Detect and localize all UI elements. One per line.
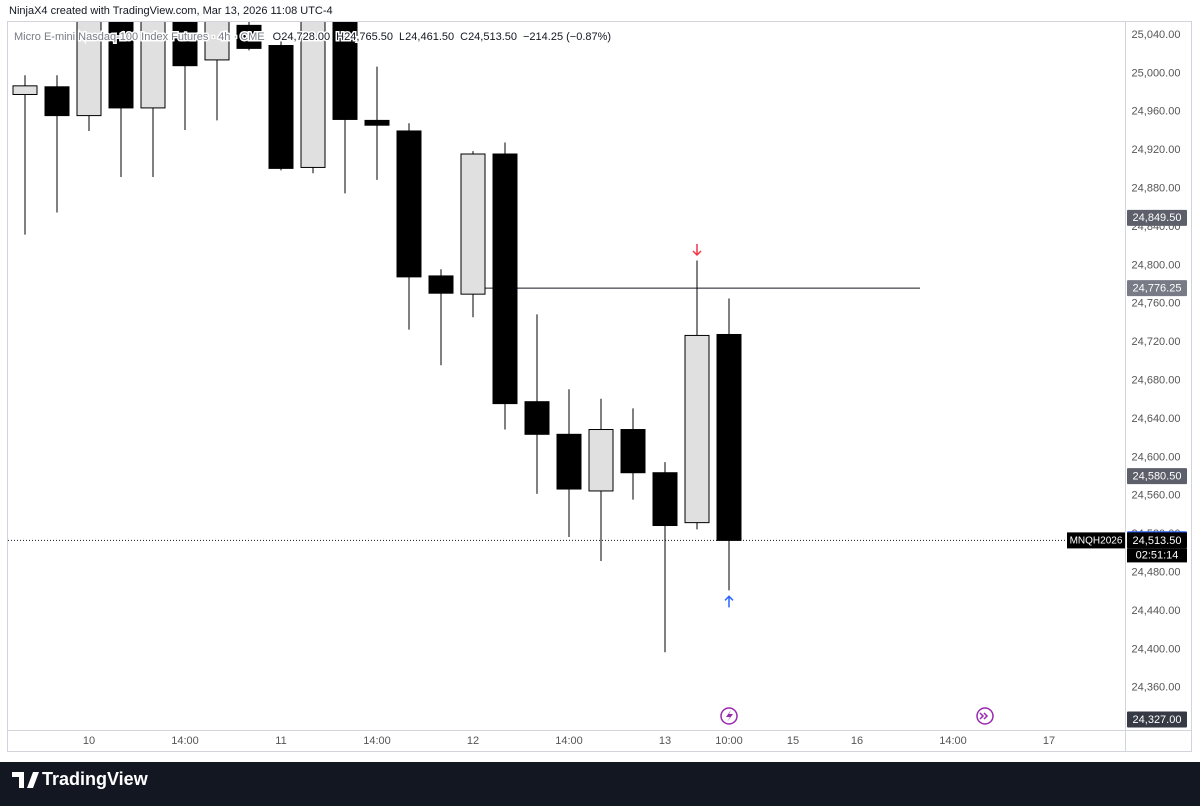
event-icon[interactable] xyxy=(720,707,738,725)
x-tick-label: 16 xyxy=(851,735,863,747)
price-label: 24,849.50 xyxy=(1133,212,1182,224)
candle-body xyxy=(652,472,678,527)
legend-value: 24,765.50 xyxy=(344,31,393,43)
legend: Micro E-mini Nasdaq-100 Index Futures · … xyxy=(14,31,611,43)
y-tick-label: 24,760.00 xyxy=(1132,298,1181,310)
candle-body xyxy=(524,401,550,435)
candle-body xyxy=(76,22,102,117)
x-tick-label: 14:00 xyxy=(939,735,967,747)
candle-body xyxy=(236,24,262,49)
candle-body xyxy=(684,334,710,524)
price-label-box xyxy=(1127,532,1187,549)
x-tick-label: 12 xyxy=(467,735,479,747)
symbol-label-box xyxy=(1067,532,1125,549)
x-tick-label: 10:00 xyxy=(715,735,743,747)
y-tick-label: 24,800.00 xyxy=(1132,259,1181,271)
overlay: 25,040.00 25,000.00 24,960.00 24,920.00 24,8… xyxy=(13,29,1187,747)
candle-body xyxy=(332,22,358,120)
scroll-icon-arrows xyxy=(979,712,989,720)
legend-key: L xyxy=(399,31,405,43)
candle-body xyxy=(492,153,518,405)
price-label-box xyxy=(1127,711,1187,728)
legend-value: 24,728.00 xyxy=(281,31,330,43)
y-tick-label: 24,400.00 xyxy=(1132,643,1181,655)
x-tick-label: 14:00 xyxy=(555,735,583,747)
price-label: 24,776.25 xyxy=(1133,283,1182,295)
candle-body xyxy=(108,22,134,109)
candle-body xyxy=(428,275,454,294)
price-label: 24,327.00 xyxy=(1133,714,1182,726)
y-tick-label: 24,880.00 xyxy=(1132,182,1181,194)
candle-body xyxy=(44,86,70,117)
y-tick-label: 24,440.00 xyxy=(1132,605,1181,617)
signal-arrow xyxy=(724,595,734,608)
y-tick-label: 24,480.00 xyxy=(1132,566,1181,578)
legend-key: C xyxy=(460,31,468,43)
footer-logo: TradingView xyxy=(42,769,149,789)
y-tick-label: 24,640.00 xyxy=(1132,413,1181,425)
signal-arrow xyxy=(692,244,702,257)
x-tick-label: 17 xyxy=(1043,735,1055,747)
y-tick-label: 25,040.00 xyxy=(1132,29,1181,41)
y-tick-label: 24,920.00 xyxy=(1132,144,1181,156)
y-tick-label: 24,960.00 xyxy=(1132,106,1181,118)
plot xyxy=(8,22,1125,653)
candle-body xyxy=(268,45,294,169)
countdown-box xyxy=(1127,548,1187,563)
candle-body xyxy=(364,119,390,126)
legend-value: 24,461.50 xyxy=(405,31,454,43)
candle-body xyxy=(396,130,422,278)
y-tick-label: 25,000.00 xyxy=(1132,67,1181,79)
x-tick-label: 10 xyxy=(83,735,95,747)
candle-body xyxy=(172,22,198,67)
candle-body xyxy=(140,22,166,109)
candle-body xyxy=(300,22,326,168)
price-label: 24,513.50 xyxy=(1133,535,1182,547)
candle-body xyxy=(620,429,646,474)
y-tick-label: 24,360.00 xyxy=(1132,682,1181,694)
price-label-box xyxy=(1127,209,1187,226)
y-tick-label: 24,600.00 xyxy=(1132,451,1181,463)
y-tick-label: 24,560.00 xyxy=(1132,490,1181,502)
price-label-box xyxy=(1127,280,1187,297)
x-tick-label: 13 xyxy=(659,735,671,747)
candle-body xyxy=(12,85,38,95)
candle-body xyxy=(204,22,230,61)
x-tick-label: 15 xyxy=(787,735,799,747)
legend-key: O xyxy=(273,31,282,43)
legend-value: 24,513.50 xyxy=(468,31,517,43)
candle-body xyxy=(460,153,486,295)
footer-logo-mark xyxy=(12,772,39,788)
chart-frame xyxy=(7,21,1192,752)
footer xyxy=(0,762,1200,806)
legend-change: −214.25 (−0.87%) xyxy=(523,31,611,43)
legend-key: H xyxy=(336,31,344,43)
candle-body xyxy=(556,433,582,490)
candle-body xyxy=(588,429,614,492)
price-label-box xyxy=(1127,468,1187,485)
legend-symbol: Micro E-mini Nasdaq-100 Index Futures · … xyxy=(14,31,265,43)
header: NinjaX4 created with TradingView.com, Ma… xyxy=(9,5,333,17)
symbol-label: MNQH2026 xyxy=(1070,536,1123,547)
scroll-icon[interactable] xyxy=(976,707,994,725)
x-tick-label: 14:00 xyxy=(363,735,391,747)
x-tick-label: 14:00 xyxy=(171,735,199,747)
candle-body xyxy=(716,333,742,541)
y-tick-label: 24,680.00 xyxy=(1132,374,1181,386)
x-tick-label: 11 xyxy=(275,735,286,747)
event-icon-bolt xyxy=(726,710,733,722)
y-tick-label: 24,720.00 xyxy=(1132,336,1181,348)
countdown: 02:51:14 xyxy=(1136,549,1179,561)
price-label: 24,580.50 xyxy=(1133,470,1182,482)
